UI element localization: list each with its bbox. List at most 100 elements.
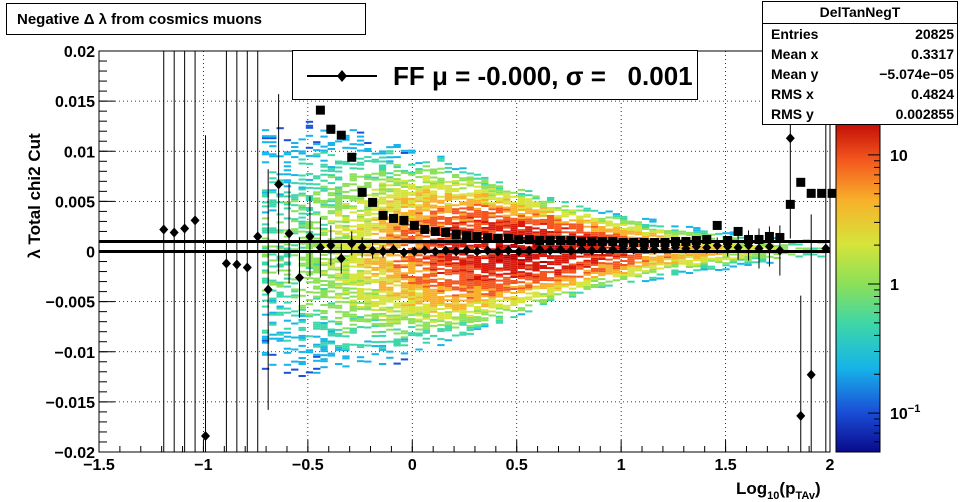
density-cell bbox=[342, 311, 350, 314]
density-cell bbox=[349, 173, 357, 176]
density-cell bbox=[437, 338, 445, 341]
density-cell bbox=[261, 277, 270, 280]
density-cell bbox=[320, 215, 328, 218]
density-cell bbox=[422, 293, 430, 296]
density-cell bbox=[503, 230, 511, 233]
density-cell bbox=[386, 290, 394, 293]
density-cell bbox=[590, 276, 599, 278]
density-cell bbox=[473, 245, 482, 248]
density-cell bbox=[437, 253, 445, 256]
x-tick-label: 2 bbox=[826, 457, 835, 474]
density-cell bbox=[364, 308, 372, 311]
diamond-point bbox=[232, 259, 242, 270]
density-cell bbox=[473, 221, 482, 224]
density-cell bbox=[510, 225, 518, 228]
density-cell bbox=[437, 205, 445, 208]
density-cell bbox=[459, 313, 467, 316]
diamond-point bbox=[566, 245, 576, 256]
density-cell bbox=[298, 318, 306, 321]
density-cell bbox=[583, 265, 591, 268]
density-cell bbox=[612, 257, 621, 260]
legend-marker bbox=[307, 70, 377, 82]
density-cell bbox=[583, 281, 591, 284]
density-cell bbox=[386, 242, 394, 245]
density-cell bbox=[313, 201, 321, 204]
density-cell bbox=[532, 247, 540, 250]
density-cell bbox=[378, 288, 387, 291]
density-cell bbox=[642, 258, 650, 260]
density-cell bbox=[561, 201, 569, 204]
density-cell bbox=[364, 248, 372, 251]
density-cell bbox=[466, 260, 474, 263]
density-cell bbox=[313, 243, 321, 246]
square-point bbox=[524, 234, 534, 244]
density-cell bbox=[649, 252, 657, 255]
density-cell bbox=[488, 230, 496, 233]
density-cell bbox=[605, 222, 613, 225]
density-cell bbox=[364, 262, 372, 265]
density-cell bbox=[583, 277, 591, 280]
square-point bbox=[754, 234, 764, 244]
density-cell bbox=[415, 310, 423, 313]
density-cell bbox=[269, 363, 277, 366]
density-cell bbox=[356, 213, 365, 216]
density-cell bbox=[305, 281, 314, 284]
density-cell bbox=[503, 282, 511, 285]
density-cell bbox=[693, 229, 701, 232]
density-cell bbox=[561, 237, 569, 240]
density-cell bbox=[568, 275, 577, 278]
density-cell bbox=[269, 209, 277, 212]
density-cell bbox=[437, 278, 445, 280]
density-cell bbox=[356, 257, 365, 260]
density-cell bbox=[422, 175, 430, 178]
density-cell bbox=[568, 277, 577, 280]
square-point bbox=[441, 227, 451, 237]
density-cell bbox=[378, 330, 387, 333]
density-cell bbox=[729, 245, 737, 248]
density-cell bbox=[313, 245, 321, 248]
stats-row-rms-x: RMS x 0.4824 bbox=[763, 84, 957, 104]
density-cell bbox=[437, 159, 445, 162]
density-cell bbox=[473, 199, 482, 202]
density-cell bbox=[466, 204, 474, 207]
density-cell bbox=[408, 296, 416, 298]
density-cell bbox=[583, 237, 591, 240]
density-cell bbox=[422, 269, 430, 272]
density-cell bbox=[444, 317, 452, 320]
density-cell bbox=[510, 286, 518, 288]
density-cell bbox=[276, 283, 284, 286]
density-cell bbox=[554, 215, 562, 218]
density-cell bbox=[342, 281, 350, 284]
density-cell bbox=[525, 216, 533, 219]
density-cell bbox=[473, 306, 482, 308]
density-cell bbox=[393, 212, 401, 215]
density-cell bbox=[364, 288, 372, 291]
density-cell bbox=[422, 287, 430, 290]
density-cell bbox=[400, 234, 409, 237]
density-cell bbox=[364, 176, 372, 179]
density-cell bbox=[408, 278, 416, 280]
density-cell bbox=[634, 245, 642, 248]
density-cell bbox=[620, 231, 628, 234]
density-cell bbox=[517, 313, 526, 316]
density-cell bbox=[503, 192, 511, 195]
density-cell bbox=[283, 139, 292, 142]
density-cell bbox=[305, 126, 314, 129]
density-cell bbox=[269, 203, 277, 206]
density-cell bbox=[452, 176, 460, 179]
density-cell bbox=[422, 307, 430, 310]
density-cell bbox=[517, 259, 526, 262]
density-cell bbox=[481, 289, 489, 292]
square-point bbox=[315, 105, 325, 115]
density-cell bbox=[561, 215, 569, 218]
density-cell bbox=[283, 371, 292, 374]
density-cell bbox=[291, 254, 299, 257]
density-cell bbox=[642, 260, 650, 263]
density-cell bbox=[444, 223, 452, 225]
diamond-point bbox=[263, 284, 273, 295]
density-cell bbox=[481, 227, 489, 229]
density-cell bbox=[386, 328, 394, 331]
density-cell bbox=[298, 264, 306, 267]
density-cell bbox=[415, 170, 423, 173]
density-cell bbox=[503, 190, 511, 193]
